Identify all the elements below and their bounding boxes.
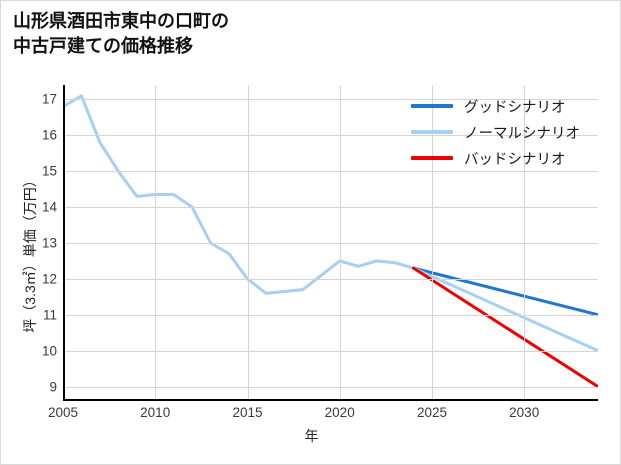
series-line (412, 266, 598, 317)
gridline-horizontal (63, 171, 598, 173)
y-axis-tick-label: 15 (41, 163, 57, 179)
y-axis-tick-labels: 9 10 11 12 13 14 15 16 17 (1, 85, 57, 401)
gridline-vertical (247, 85, 249, 401)
y-axis-title: 坪（3.3㎡）単価（万円） (22, 173, 38, 333)
x-axis-tick-label: 2005 (47, 405, 79, 420)
legend-color-swatch (411, 156, 453, 160)
gridline-vertical (524, 85, 526, 401)
x-axis-tick-labels: 2005 2010 2015 2020 2025 2030 (48, 405, 598, 425)
legend-item[interactable]: グッドシナリオ (411, 93, 611, 119)
y-axis-tick-label: 12 (41, 271, 57, 287)
gridline-horizontal (63, 207, 598, 209)
legend-color-swatch (411, 130, 453, 134)
legend-item-label: ノーマルシナリオ (464, 125, 580, 142)
legend-item-label: バッドシナリオ (464, 151, 566, 168)
gridline-horizontal (63, 314, 598, 316)
series-lines (63, 94, 598, 389)
legend-color-swatch (411, 104, 453, 108)
x-axis-title: 年 (304, 428, 319, 444)
gridline-horizontal (63, 243, 598, 244)
plot-area (63, 85, 598, 401)
gridline-horizontal (63, 386, 598, 388)
gridline-horizontal (63, 99, 598, 101)
gridline-vertical (432, 85, 433, 401)
y-axis-tick-label: 10 (41, 343, 57, 359)
gridline-horizontal (63, 135, 598, 137)
series-line (412, 266, 598, 353)
y-axis-tick-label: 16 (41, 127, 57, 143)
y-axis-tick-label: 17 (41, 91, 57, 107)
x-axis-tick-label: 2030 (509, 405, 540, 420)
x-axis-tick-label: 2025 (416, 405, 448, 420)
legend-item[interactable]: バッドシナリオ (411, 145, 611, 171)
y-axis-tick-label: 13 (41, 235, 57, 251)
gridline-vertical (155, 85, 157, 401)
legend-item-label: グッドシナリオ (464, 99, 566, 116)
series-line (63, 94, 416, 295)
legend-item[interactable]: ノーマルシナリオ (411, 119, 611, 145)
y-axis-tick-label: 11 (42, 307, 57, 323)
gridline-horizontal (63, 278, 598, 280)
x-axis-tick-label: 2015 (232, 405, 263, 420)
gridline-vertical (339, 85, 341, 401)
legend: グッドシナリオ ノーマルシナリオ バッドシナリオ (411, 93, 611, 171)
y-axis-tick-label: 14 (41, 199, 57, 215)
page-title: 山形県酒田市東中の口町の 中古戸建ての価格推移 (13, 11, 229, 56)
x-axis-tick-label: 2020 (324, 405, 355, 420)
x-axis-line (63, 399, 598, 401)
y-axis-line (63, 85, 65, 401)
x-axis-tick-label: 2010 (140, 405, 171, 420)
y-axis-tick-label: 9 (49, 379, 57, 395)
series-line (412, 266, 598, 389)
gridline-horizontal (63, 350, 598, 352)
